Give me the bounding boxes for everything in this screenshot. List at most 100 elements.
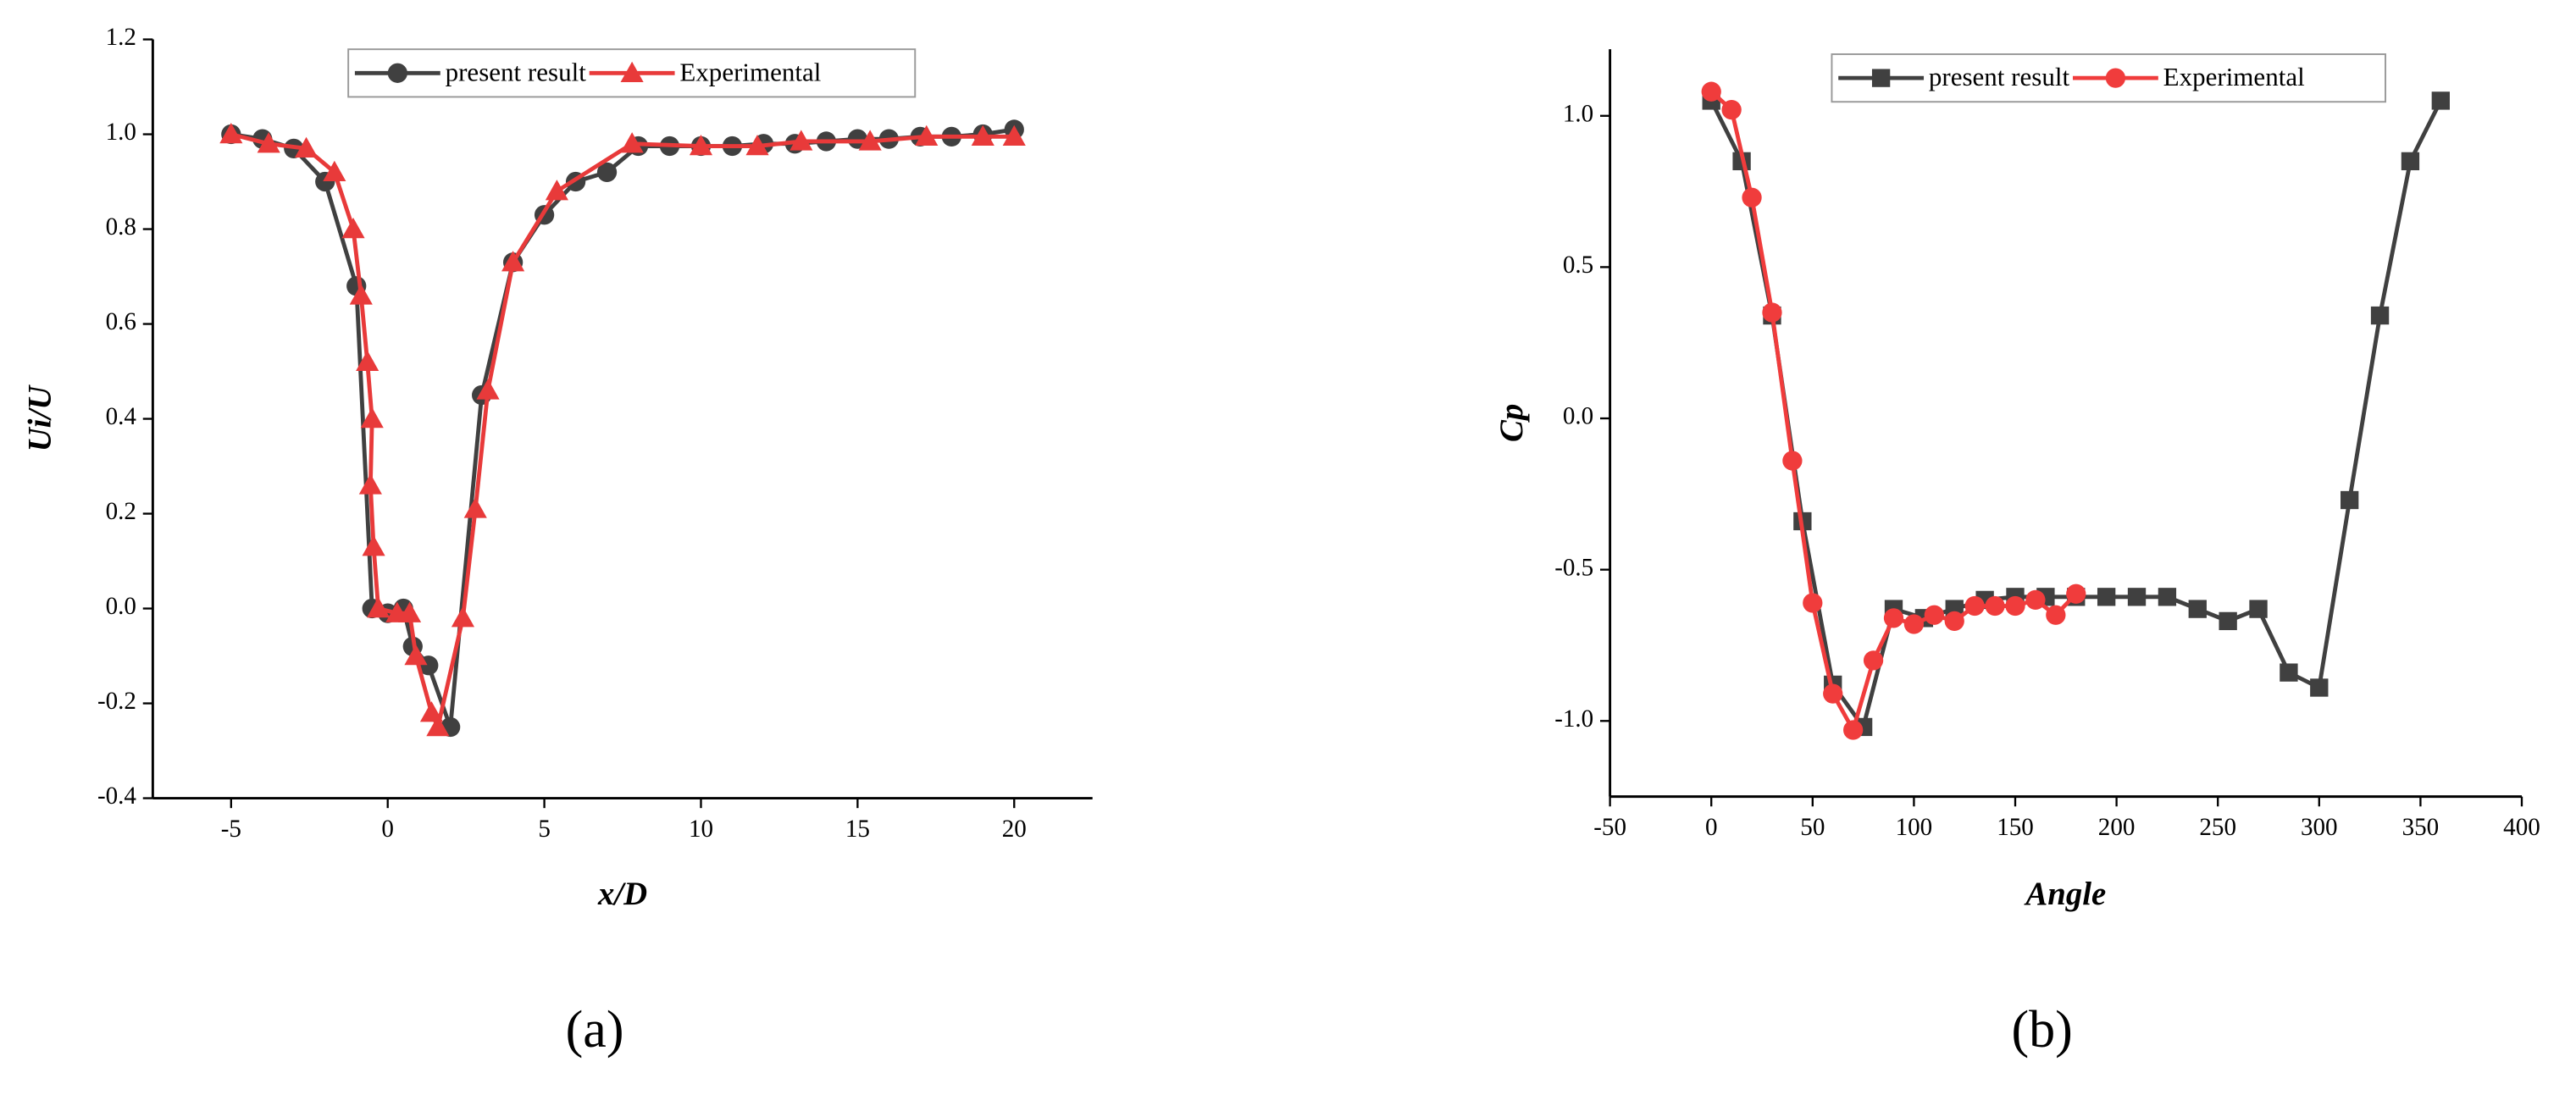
y-tick-label: 0.5 <box>1563 252 1593 279</box>
data-point <box>451 606 475 628</box>
data-point <box>2025 589 2046 611</box>
y-tick-label: 0.2 <box>106 498 136 525</box>
data-point <box>362 535 385 556</box>
x-tick-label: 10 <box>689 816 713 843</box>
data-point <box>1002 124 1026 147</box>
data-point <box>1762 302 1782 323</box>
data-point <box>2188 600 2207 618</box>
data-point <box>745 134 769 156</box>
x-axis-label: Angle <box>2024 876 2106 912</box>
data-point <box>323 160 346 182</box>
x-tick-label: -5 <box>221 816 241 843</box>
data-point <box>356 350 379 372</box>
y-tick-label: -1.0 <box>1554 705 1593 733</box>
data-point <box>1843 720 1864 740</box>
legend-text: present result <box>1929 62 2070 91</box>
data-point <box>2066 583 2086 604</box>
data-point <box>2370 306 2390 325</box>
data-point <box>2249 600 2268 618</box>
y-tick-label: 0.0 <box>106 593 136 620</box>
y-tick-label: 0.8 <box>106 213 136 241</box>
y-axis-label: Cp <box>1493 404 1530 442</box>
data-point <box>596 162 618 182</box>
data-point <box>1903 614 1925 634</box>
panel-label: (b) <box>2012 1001 2073 1059</box>
data-point <box>1944 611 1964 632</box>
data-point <box>2401 152 2420 171</box>
data-point <box>398 601 422 622</box>
data-point <box>1803 593 1823 613</box>
data-point <box>426 715 450 737</box>
data-point <box>1924 605 1944 625</box>
data-point <box>620 132 644 153</box>
x-tick-label: 50 <box>1800 814 1825 841</box>
data-point <box>404 644 428 666</box>
data-point <box>463 497 487 518</box>
y-tick-label: 0.6 <box>106 308 136 335</box>
data-point <box>2219 611 2237 631</box>
data-point <box>360 406 384 429</box>
x-tick-label: 15 <box>845 816 870 843</box>
data-point <box>2158 588 2177 606</box>
data-point <box>341 217 365 239</box>
data-point <box>2341 490 2359 510</box>
data-point <box>2310 678 2329 697</box>
data-point <box>971 124 994 147</box>
data-point <box>501 251 525 272</box>
data-point <box>219 122 243 144</box>
x-tick-label: 5 <box>538 816 551 843</box>
x-tick-label: 0 <box>1705 814 1718 841</box>
legend-marker <box>2105 68 2126 88</box>
y-tick-label: 1.0 <box>1563 100 1593 127</box>
x-tick-label: 100 <box>1896 814 1933 841</box>
data-point <box>2046 605 2066 625</box>
y-tick-label: 0.0 <box>1563 403 1593 430</box>
x-tick-label: 20 <box>1002 816 1027 843</box>
data-point <box>2431 91 2450 110</box>
x-tick-label: 400 <box>2503 814 2540 841</box>
data-point <box>349 284 373 305</box>
y-tick-label: -0.4 <box>97 783 136 810</box>
panel-label: (a) <box>566 1001 624 1059</box>
series-line <box>230 132 1015 734</box>
x-tick-label: 0 <box>381 816 394 843</box>
y-tick-label: -0.5 <box>1554 554 1593 581</box>
data-point <box>367 596 391 618</box>
x-tick-label: 350 <box>2402 814 2440 841</box>
data-point <box>294 136 319 158</box>
series-line <box>1709 90 2078 736</box>
x-tick-label: 200 <box>2098 814 2136 841</box>
x-tick-label: -50 <box>1593 814 1626 841</box>
x-tick-label: 250 <box>2199 814 2236 841</box>
data-point <box>1721 99 1742 120</box>
legend-marker <box>1871 69 1891 87</box>
x-tick-label: 300 <box>2301 814 2338 841</box>
data-point <box>476 379 500 400</box>
legend-text: Experimental <box>679 57 821 86</box>
legend-marker <box>620 61 644 82</box>
data-point <box>1782 451 1803 471</box>
data-point <box>1701 81 1721 102</box>
legend-text: present result <box>446 57 587 86</box>
data-point <box>915 124 939 147</box>
data-point <box>789 130 813 151</box>
data-point <box>1883 608 1904 628</box>
y-axis-label: Ui/U <box>21 384 58 452</box>
x-axis-label: x/D <box>597 876 647 912</box>
y-tick-label: 1.2 <box>106 24 136 51</box>
data-point <box>2280 663 2298 682</box>
data-point <box>2097 588 2116 606</box>
data-point <box>257 132 280 153</box>
data-point <box>1823 683 1843 704</box>
y-tick-label: 1.0 <box>106 119 136 146</box>
legend-text: Experimental <box>2163 62 2305 91</box>
data-point <box>1742 187 1762 207</box>
data-point <box>1985 595 2005 617</box>
data-point <box>1964 595 1985 617</box>
data-point <box>2005 595 2025 617</box>
data-point <box>689 134 713 156</box>
y-tick-label: 0.4 <box>106 403 137 430</box>
y-tick-label: -0.2 <box>97 688 136 715</box>
data-point <box>358 473 382 495</box>
